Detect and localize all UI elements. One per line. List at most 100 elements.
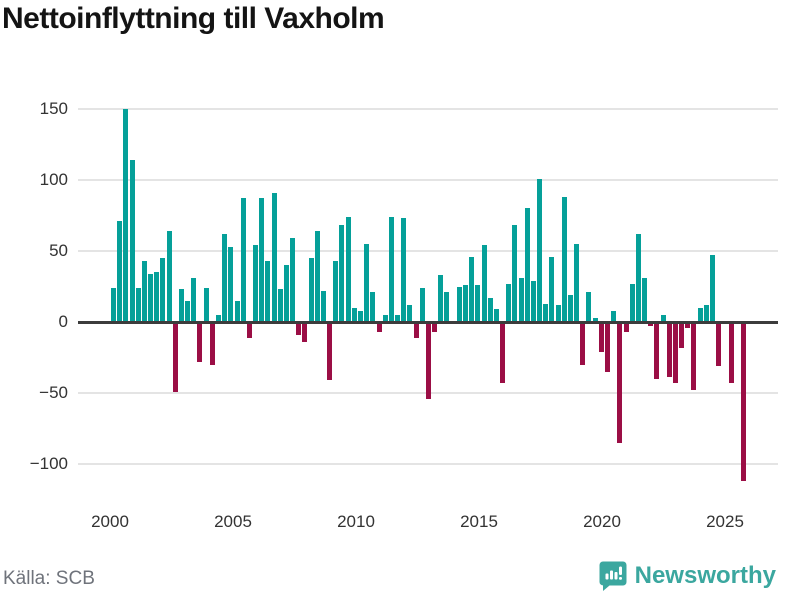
- bar: [549, 256, 555, 322]
- bar: [740, 322, 746, 482]
- bar: [728, 322, 734, 384]
- gridline-y-100: [78, 463, 778, 465]
- bar: [561, 197, 567, 322]
- bar: [246, 322, 252, 338]
- bar: [314, 231, 320, 322]
- y-tick-label: 0: [58, 312, 68, 331]
- bar: [592, 317, 598, 322]
- bar: [271, 192, 277, 322]
- bar: [512, 225, 518, 322]
- bar: [234, 300, 240, 322]
- bar: [438, 275, 444, 322]
- bar: [425, 322, 431, 399]
- bar: [537, 178, 543, 322]
- y-tick-label: 150: [39, 99, 68, 118]
- bar: [691, 322, 697, 391]
- bar: [166, 231, 172, 322]
- y-tick-label: 50: [49, 241, 68, 260]
- bar: [500, 322, 506, 384]
- bar: [141, 260, 147, 322]
- bar: [320, 290, 326, 322]
- bar: [574, 243, 580, 322]
- bar: [419, 287, 425, 322]
- bar: [283, 265, 289, 322]
- bar: [654, 322, 660, 379]
- bar: [203, 287, 209, 322]
- plot-area: 150 100 50 0 −50 −100 2000 2005 2010 2015 2020 2025: [30, 99, 778, 531]
- bar: [666, 322, 672, 378]
- bar: [364, 243, 370, 322]
- gridline-y50: [78, 250, 778, 252]
- bar: [605, 322, 610, 372]
- zero-axis-line: [78, 320, 778, 324]
- bar: [586, 292, 592, 322]
- bar: [506, 283, 512, 322]
- bar: [629, 283, 635, 322]
- bar: [456, 286, 462, 322]
- bar: [333, 260, 339, 322]
- bar: [697, 307, 703, 322]
- y-tick-label: −50: [39, 383, 68, 402]
- bar: [117, 221, 123, 322]
- bar: [524, 208, 530, 322]
- bar: [351, 307, 357, 322]
- x-tick-label: 2010: [337, 512, 375, 531]
- bar: [215, 314, 221, 322]
- bar: [178, 289, 184, 322]
- bar: [543, 303, 549, 322]
- bar: [148, 273, 154, 322]
- bar: [444, 292, 450, 322]
- bar: [493, 309, 499, 322]
- bar: [635, 233, 641, 322]
- source-label: Källa: SCB: [3, 568, 95, 589]
- bar: [296, 322, 302, 335]
- bar: [302, 322, 308, 342]
- bar: [432, 322, 438, 332]
- bar: [623, 322, 629, 332]
- bar: [481, 245, 487, 322]
- chart-title: Nettoinflyttning till Vaxholm: [2, 2, 385, 35]
- bar: [703, 304, 709, 322]
- bar: [580, 322, 586, 365]
- bar: [209, 322, 215, 365]
- bar: [660, 314, 666, 322]
- gridline-y100: [78, 179, 778, 181]
- bar: [358, 310, 363, 322]
- bar: [376, 322, 382, 332]
- bar: [191, 277, 197, 322]
- bar: [598, 322, 604, 352]
- x-tick-label: 2005: [214, 512, 252, 531]
- y-tick-label: 100: [39, 170, 68, 189]
- bar: [172, 322, 178, 392]
- bar: [648, 322, 654, 327]
- bar: [530, 280, 536, 322]
- bar: [642, 277, 648, 322]
- bar: [160, 258, 166, 322]
- bar: [265, 260, 271, 322]
- bar: [555, 304, 561, 322]
- bar: [222, 233, 228, 322]
- bar: [709, 255, 715, 322]
- bar: [240, 198, 246, 322]
- bar: [185, 300, 191, 322]
- bar: [253, 245, 259, 322]
- bar: [308, 258, 314, 322]
- x-tick-label: 2000: [91, 512, 129, 531]
- x-tick-label: 2025: [706, 512, 744, 531]
- newsworthy-logo: Newsworthy: [599, 561, 776, 591]
- bar: [395, 314, 401, 322]
- newsworthy-icon: [599, 561, 627, 591]
- bar: [685, 322, 691, 328]
- bar: [716, 322, 722, 367]
- bar: [123, 109, 129, 322]
- x-tick-label: 2015: [460, 512, 498, 531]
- bar: [567, 295, 573, 322]
- bar: [129, 160, 135, 322]
- bar: [111, 287, 116, 322]
- bar: [487, 297, 493, 322]
- bar: [154, 272, 160, 322]
- bar: [401, 218, 407, 322]
- bar: [382, 314, 388, 322]
- bar: [327, 322, 333, 381]
- bar: [475, 285, 481, 322]
